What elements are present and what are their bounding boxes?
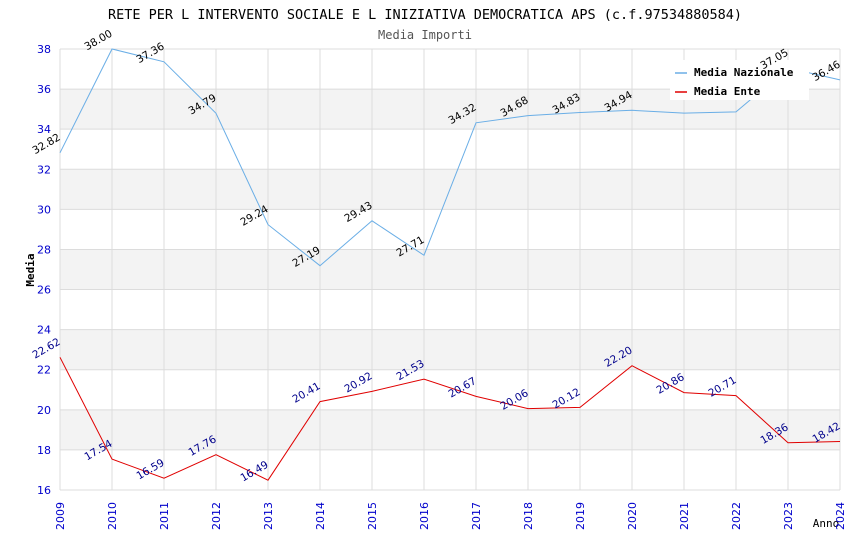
x-axis-ticks: 2009 2010 2011 2012 2013 2014 2015 2016 2017 2018… <box>54 502 847 530</box>
chart-subtitle: Media Importi <box>378 28 472 42</box>
x-tick-label: 2023 <box>782 502 795 530</box>
legend-label-media-nazionale: Media Nazionale <box>694 66 794 79</box>
y-tick-label: 16 <box>37 484 51 497</box>
y-tick-label: 28 <box>37 243 51 256</box>
y-tick-label: 20 <box>37 404 51 417</box>
x-tick-label: 2015 <box>366 502 379 530</box>
x-tick-label: 2016 <box>418 502 431 530</box>
background-band <box>60 209 840 250</box>
background-band <box>60 369 840 410</box>
legend-label-media-ente: Media Ente <box>694 85 761 98</box>
series-lines <box>59 48 841 481</box>
x-axis-label: Anno <box>813 517 840 530</box>
x-tick-label: 2012 <box>210 502 223 530</box>
x-tick-label: 2009 <box>54 502 67 530</box>
legend: Media Nazionale Media Ente <box>670 60 809 100</box>
gridlines <box>59 48 841 491</box>
y-tick-label: 32 <box>37 163 51 176</box>
y-tick-label: 30 <box>37 203 51 216</box>
x-tick-label: 2020 <box>626 502 639 530</box>
series-line-media-nazionale <box>59 48 841 267</box>
y-tick-label: 18 <box>37 444 51 457</box>
background-bands <box>60 49 840 490</box>
y-tick-label: 36 <box>37 83 51 96</box>
x-tick-label: 2021 <box>678 502 691 530</box>
x-tick-label: 2010 <box>106 502 119 530</box>
chart-title: RETE PER L INTERVENTO SOCIALE E L INIZIA… <box>108 7 742 23</box>
y-axis-label: Media <box>24 253 37 286</box>
x-tick-label: 2024 <box>834 502 847 530</box>
series-line-media-ente <box>59 357 841 481</box>
background-band <box>60 129 840 170</box>
y-tick-label: 24 <box>37 324 51 337</box>
y-tick-label: 38 <box>37 43 51 56</box>
legend-background <box>670 60 809 100</box>
x-tick-label: 2013 <box>262 502 275 530</box>
x-tick-label: 2017 <box>470 502 483 530</box>
background-band <box>60 289 840 330</box>
background-band <box>60 409 840 450</box>
data-label: 22.62 <box>30 336 62 361</box>
y-tick-label: 22 <box>37 364 51 377</box>
x-tick-label: 2018 <box>522 502 535 530</box>
background-band <box>60 449 840 490</box>
y-tick-label: 26 <box>37 284 51 297</box>
x-tick-label: 2019 <box>574 502 587 530</box>
background-band <box>60 249 840 290</box>
y-tick-label: 34 <box>37 123 51 136</box>
x-tick-label: 2022 <box>730 502 743 530</box>
background-band <box>60 329 840 370</box>
x-tick-label: 2011 <box>158 502 171 530</box>
y-axis-ticks: 16 18 20 22 24 26 28 30 32 34 36 38 <box>37 43 51 497</box>
x-tick-label: 2014 <box>314 502 327 530</box>
